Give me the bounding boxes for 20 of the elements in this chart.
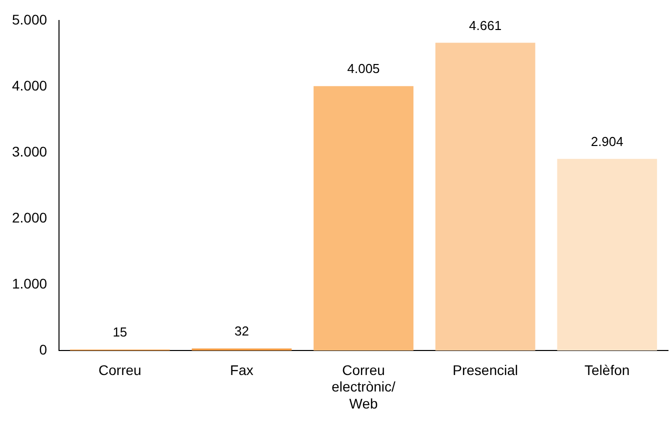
y-tick-label: 4.000 <box>12 77 48 94</box>
data-label: 15 <box>112 324 128 340</box>
data-label: 4.661 <box>469 18 502 33</box>
data-label: 32 <box>234 324 249 339</box>
bar <box>557 158 658 351</box>
y-tick-label: 2.000 <box>12 209 48 226</box>
bar <box>192 348 292 351</box>
bar <box>435 42 536 351</box>
y-tick-label: 5.000 <box>12 11 48 28</box>
x-tick-label: Telèfon <box>584 362 630 378</box>
x-tick-label: Presencial <box>452 362 518 378</box>
x-tick-label: Correu <box>98 362 142 378</box>
y-tick-label: 0 <box>39 341 48 358</box>
x-tick-label: Fax <box>230 362 254 378</box>
x-tick-label: Correu electrònic/ Web <box>332 362 396 412</box>
bar <box>314 86 414 351</box>
data-label: 2.904 <box>590 134 624 149</box>
y-tick-label: 1.000 <box>12 275 48 292</box>
y-tick-label: 3.000 <box>12 143 48 160</box>
data-label: 4.005 <box>347 61 380 76</box>
